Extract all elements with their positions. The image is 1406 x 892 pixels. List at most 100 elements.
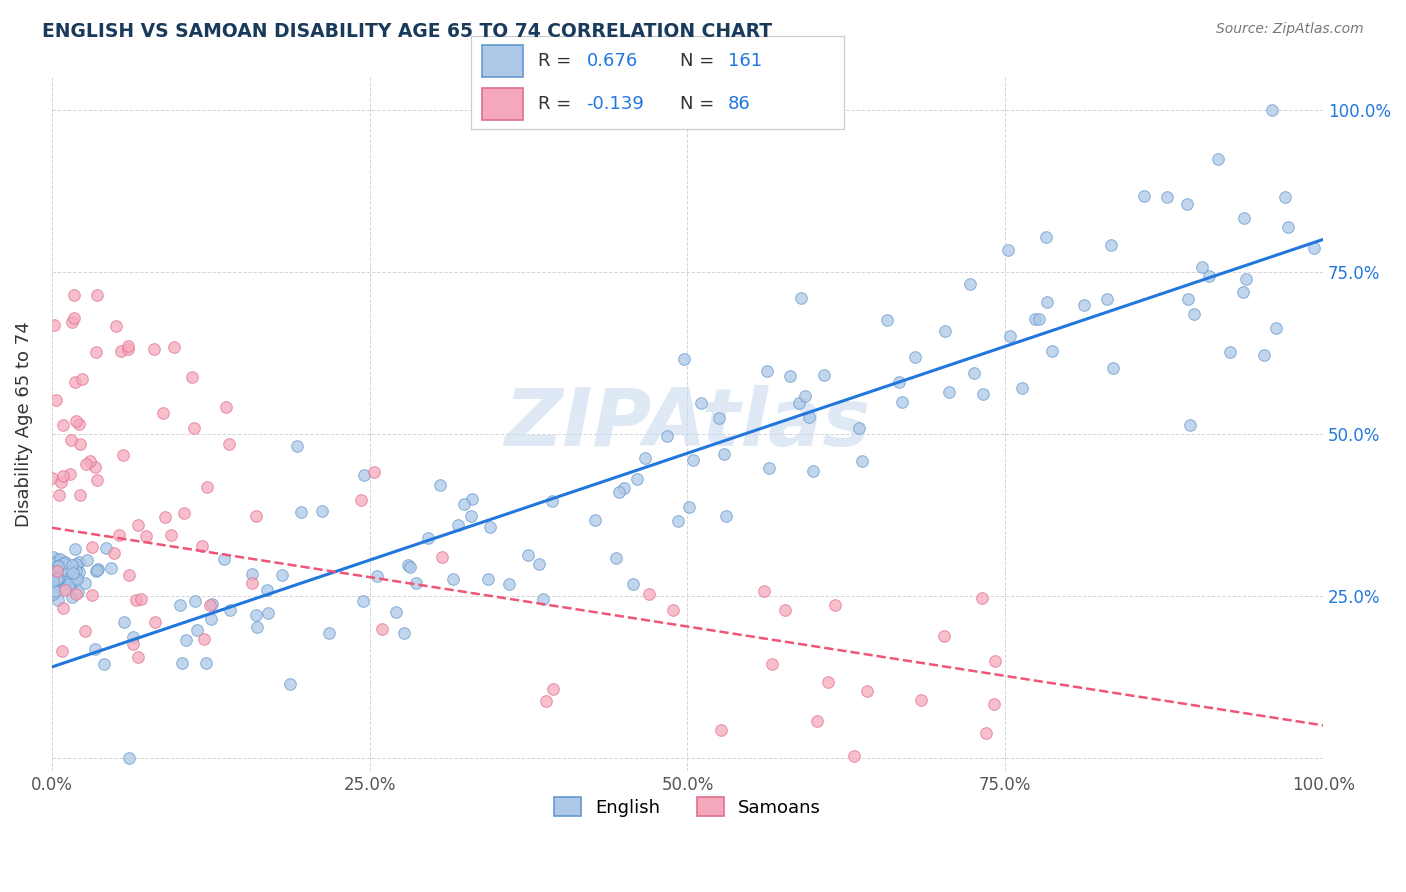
Point (42, 318, 65, 332)
Point (479, 520, 502, 534)
Point (142, 342, 165, 356)
Point (45, 392, 67, 407)
Point (135, 528, 157, 542)
Point (876, 312, 898, 326)
Point (848, 421, 870, 435)
Point (198, 598, 221, 612)
Point (1253, 348, 1275, 362)
Point (129, 592, 152, 607)
Point (605, 551, 627, 566)
Point (461, 492, 484, 507)
Point (52, 469, 75, 483)
Point (152, 406, 174, 420)
Point (529, 558, 551, 572)
Point (70, 372, 93, 386)
Text: 86: 86 (728, 95, 751, 113)
Point (66, 572, 89, 586)
Point (256, 582, 278, 597)
Point (787, 396, 810, 410)
Point (117, 339, 139, 353)
Point (86, 288, 108, 302)
Point (498, 577, 520, 591)
Point (52, 418, 75, 433)
Point (181, 369, 204, 384)
Point (278, 677, 301, 691)
Point (441, 572, 464, 586)
Point (49, 564, 72, 578)
Point (110, 343, 132, 358)
Point (855, 684, 877, 698)
Point (970, 591, 993, 605)
Point (200, 612, 222, 626)
Point (67, 585, 90, 599)
Point (998, 329, 1021, 343)
Point (143, 615, 166, 629)
Point (934, 324, 956, 338)
Point (118, 750, 141, 764)
Point (350, 493, 373, 508)
Point (65, 414, 87, 428)
Point (218, 437, 240, 451)
Point (58, 576, 80, 591)
Point (48, 564, 70, 578)
Point (184, 594, 207, 608)
Point (904, 351, 927, 365)
Point (1175, 197, 1198, 211)
Point (83, 642, 105, 657)
Text: -0.139: -0.139 (586, 95, 644, 113)
Point (53, 555, 76, 569)
Point (65, 587, 87, 601)
Point (155, 510, 177, 524)
Point (392, 626, 415, 640)
Point (65, 564, 87, 578)
Point (46, 593, 69, 607)
Point (42, 562, 65, 576)
Point (42, 571, 65, 585)
Point (1274, 190, 1296, 204)
Point (287, 439, 309, 453)
Point (621, 577, 644, 591)
Point (82, 588, 104, 602)
Point (517, 548, 540, 562)
Point (678, 500, 700, 515)
Point (44, 584, 66, 599)
Point (984, 654, 1007, 668)
Point (398, 560, 420, 574)
Point (447, 518, 470, 533)
Y-axis label: Disability Age 65 to 74: Disability Age 65 to 74 (15, 321, 32, 527)
Point (761, 657, 783, 672)
Point (1277, 220, 1299, 235)
Point (59, 433, 82, 447)
Point (45, 573, 67, 587)
Text: R =: R = (538, 52, 576, 70)
Point (48, 488, 70, 502)
Point (932, 629, 955, 643)
Point (799, 410, 821, 425)
Point (775, 603, 797, 617)
Point (176, 633, 198, 648)
Text: 0.676: 0.676 (586, 52, 638, 70)
Point (536, 694, 558, 708)
Point (42, 587, 65, 601)
Point (124, 593, 146, 607)
Point (67, 565, 90, 579)
Point (215, 400, 238, 414)
Text: Source: ZipAtlas.com: Source: ZipAtlas.com (1216, 22, 1364, 37)
Point (1208, 153, 1230, 167)
Point (62, 574, 84, 588)
Point (1095, 293, 1118, 307)
Point (962, 366, 984, 380)
Point (1191, 260, 1213, 274)
Text: N =: N = (679, 95, 720, 113)
Point (52, 601, 75, 615)
Point (1233, 211, 1256, 226)
Point (541, 681, 564, 696)
Point (371, 623, 394, 637)
Point (84, 459, 107, 474)
Point (682, 453, 704, 467)
Point (353, 468, 375, 483)
Point (1180, 418, 1202, 433)
Point (75, 624, 97, 638)
Point (910, 693, 932, 707)
Point (163, 339, 186, 353)
